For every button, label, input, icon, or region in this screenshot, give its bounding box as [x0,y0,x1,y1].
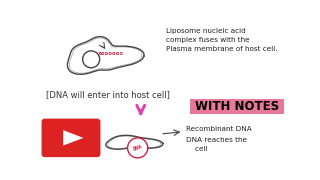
FancyBboxPatch shape [42,119,100,157]
Text: WITH NOTES: WITH NOTES [195,100,279,113]
Text: cell: cell [186,146,207,152]
Polygon shape [68,37,144,74]
Polygon shape [63,130,84,146]
Text: Recombinant DNA: Recombinant DNA [186,126,252,132]
FancyBboxPatch shape [189,99,284,114]
Text: Liposome nucleic acid
complex fuses with the
Plasma membrane of host cell.: Liposome nucleic acid complex fuses with… [166,28,278,52]
Circle shape [128,138,148,158]
Text: DNA: DNA [132,144,143,152]
Polygon shape [106,135,163,149]
Text: [DNA will enter into host cell]: [DNA will enter into host cell] [46,90,170,99]
Text: xooooox: xooooox [98,51,124,57]
Circle shape [83,51,100,68]
Text: DNA reaches the: DNA reaches the [186,137,247,143]
